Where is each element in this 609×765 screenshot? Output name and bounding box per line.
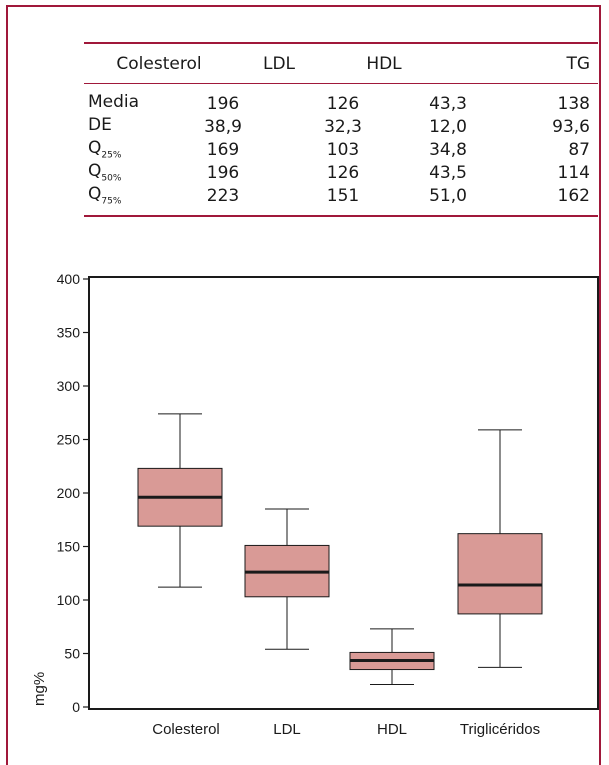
x-tick-label-ldl: LDL [273,721,301,738]
y-tick-label-50: 50 [64,646,80,662]
cell-tg: 138 [557,93,590,114]
table-bottom-rule [84,215,598,217]
cell-tg: 114 [557,162,590,183]
cell-colesterol: 223 [206,185,240,206]
table-row: Media 196 126 43,3 138 [84,84,598,115]
cell-ldl: 32,3 [324,116,362,137]
cell-tg: 87 [568,139,590,160]
table-row: DE 38,9 32,3 12,0 93,6 [84,115,598,138]
cell-tg: 162 [557,185,590,206]
row-label: Media [88,92,140,113]
cell-ldl: 126 [326,162,360,183]
y-tick-label-400: 400 [57,271,81,287]
header-colesterol: Colesterol [116,54,202,74]
cell-hdl: 34,8 [429,139,467,160]
header-tg: TG [566,54,590,74]
y-tick-label-250: 250 [57,432,81,448]
table-top-rule [84,42,598,44]
cell-colesterol: 196 [206,93,240,114]
x-tick-label-hdl: HDL [377,721,407,738]
cell-hdl: 51,0 [429,185,467,206]
table-header-row: Colesterol LDL HDL TG [84,44,598,83]
stats-table: Colesterol LDL HDL TG Media 196 126 43,3… [84,42,598,217]
cell-colesterol: 169 [206,139,240,160]
y-tick-label-0: 0 [72,699,80,715]
header-ldl: LDL [262,54,296,74]
y-tick-label-150: 150 [57,539,81,555]
x-tick-label-triglicridos: Triglicéridos [460,721,540,738]
row-label: Q25% [88,138,122,161]
row-label: Q75% [88,184,122,207]
x-tick-label-colesterol: Colesterol [152,721,220,738]
cell-ldl: 151 [326,185,360,206]
cell-ldl: 126 [326,93,360,114]
cell-colesterol: 38,9 [204,116,242,137]
figure-frame [6,5,601,765]
y-tick-label-200: 200 [57,485,81,501]
box-triglicridos [457,533,543,615]
y-tick-label-300: 300 [57,378,81,394]
cell-tg: 93,6 [552,116,590,137]
y-tick-label-100: 100 [57,592,81,608]
boxplot-chart: 0 50 100 150 200 250 300 350 400 mg% Colesterol LDL… [31,271,599,738]
cell-hdl: 12,0 [429,116,467,137]
table-header-rule [84,83,598,84]
cell-colesterol: 196 [206,162,240,183]
cell-hdl: 43,5 [429,162,467,183]
cell-hdl: 43,3 [429,93,467,114]
y-tick-label-350: 350 [57,325,81,341]
cell-ldl: 103 [326,139,360,160]
row-label: DE [88,115,112,136]
header-hdl: HDL [366,54,402,74]
table-row: Q75% 223 151 51,0 162 [84,184,598,215]
table-row: Q50% 196 126 43,5 114 [84,161,598,184]
table-row: Q25% 169 103 34,8 87 [84,138,598,161]
row-label: Q50% [88,161,122,184]
y-axis-label: mg% [31,672,48,706]
